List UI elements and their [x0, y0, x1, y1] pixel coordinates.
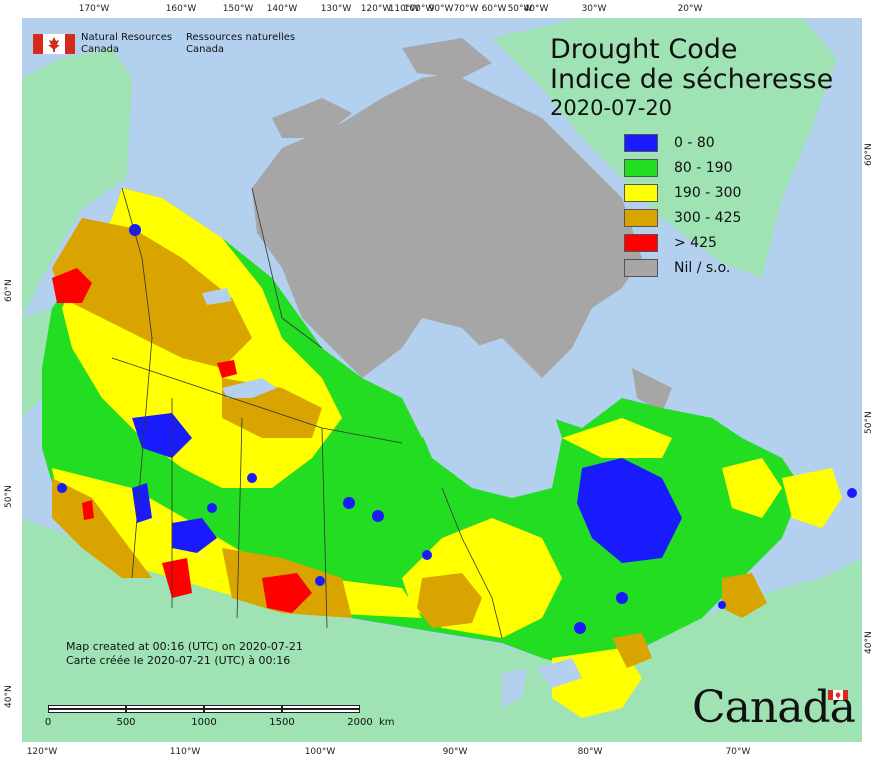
red-hotspot-saskatchewan: [262, 573, 312, 613]
orange-northwest: [52, 218, 252, 368]
legend-swatch: [624, 234, 658, 252]
legend-swatch: [624, 209, 658, 227]
wordmark-flag-icon: [828, 690, 848, 700]
scale-label: 1500: [269, 717, 295, 728]
top-lon-label: 30°W: [581, 4, 607, 14]
map-canvas: [22, 18, 862, 742]
canada-flag-icon: [33, 34, 75, 54]
legend-label: 190 - 300: [674, 185, 742, 201]
legend-swatch: [624, 184, 658, 202]
scale-unit: km: [379, 717, 395, 728]
agency-name-fr: Ressources naturelles Canada: [186, 32, 296, 55]
top-lon-label: 170°W: [78, 4, 110, 14]
left-lat-label: 50°N: [4, 485, 14, 508]
legend-label: 300 - 425: [674, 210, 742, 226]
legend-item: 80 - 190: [624, 157, 844, 179]
right-lat-label: 60°N: [864, 143, 874, 166]
bottom-lon-label: 90°W: [442, 747, 468, 757]
legend-swatch: [624, 259, 658, 277]
legend-label: > 425: [674, 235, 717, 251]
top-lon-label: 20°W: [677, 4, 703, 14]
top-lon-label: 140°W: [266, 4, 298, 14]
greenland-land: [492, 18, 837, 278]
right-lat-label: 50°N: [864, 411, 874, 434]
drought-map: [22, 18, 862, 742]
top-lon-label: 110°W: [388, 4, 420, 14]
top-lon-label: 40°W: [523, 4, 549, 14]
bottom-lon-label: 120°W: [26, 747, 58, 757]
map-credit-en: Map created at 00:16 (UTC) on 2020-07-21: [66, 640, 303, 653]
top-lon-label: 90°W: [428, 4, 454, 14]
scale-label: 2000: [347, 717, 373, 728]
bottom-lon-label: 80°W: [577, 747, 603, 757]
agency-name-en: Natural Resources Canada: [81, 32, 173, 55]
top-lon-label: 50°W: [507, 4, 533, 14]
map-title-en: Drought Code: [550, 34, 738, 65]
legend-item: 190 - 300: [624, 182, 844, 204]
arctic-islands: [252, 73, 642, 378]
blue-alberta: [132, 413, 192, 458]
legend-item: > 425: [624, 232, 844, 254]
top-lon-label: 100°W: [403, 4, 435, 14]
legend-label: 80 - 190: [674, 160, 733, 176]
top-lon-label: 150°W: [222, 4, 254, 14]
scale-label: 1000: [191, 717, 217, 728]
legend-item: 0 - 80: [624, 132, 844, 154]
bottom-lon-label: 110°W: [169, 747, 201, 757]
top-lon-label: 120°W: [360, 4, 392, 14]
top-lon-label: 60°W: [481, 4, 507, 14]
scale-label: 500: [116, 717, 136, 728]
bottom-lon-label: 100°W: [304, 747, 336, 757]
legend-item: Nil / s.o.: [624, 257, 844, 279]
map-credit-fr: Carte créée le 2020-07-21 (UTC) à 00:16: [66, 654, 291, 667]
blue-quebec: [577, 458, 682, 563]
left-lat-label: 60°N: [4, 279, 14, 302]
legend-swatch: [624, 134, 658, 152]
provincial-boundaries: [111, 187, 503, 639]
red-hotspot-alaska-yukon: [52, 268, 92, 303]
bottom-lon-label: 70°W: [725, 747, 751, 757]
hudson-bay: [407, 338, 562, 498]
legend-item: 300 - 425: [624, 207, 844, 229]
alaska-land: [22, 48, 132, 318]
map-title-fr: Indice de sécheresse: [550, 64, 834, 95]
right-lat-label: 40°N: [864, 631, 874, 654]
left-lat-label: 40°N: [4, 685, 14, 708]
legend-label: Nil / s.o.: [674, 260, 731, 276]
legend-label: 0 - 80: [674, 135, 715, 151]
scale-bar: [48, 705, 360, 715]
map-date: 2020-07-20: [550, 96, 673, 120]
top-lon-label: 70°W: [453, 4, 479, 14]
legend-swatch: [624, 159, 658, 177]
scale-label: 0: [44, 717, 52, 728]
top-lon-label: 160°W: [165, 4, 197, 14]
usa-land: [22, 518, 862, 742]
top-lon-label: 130°W: [320, 4, 352, 14]
